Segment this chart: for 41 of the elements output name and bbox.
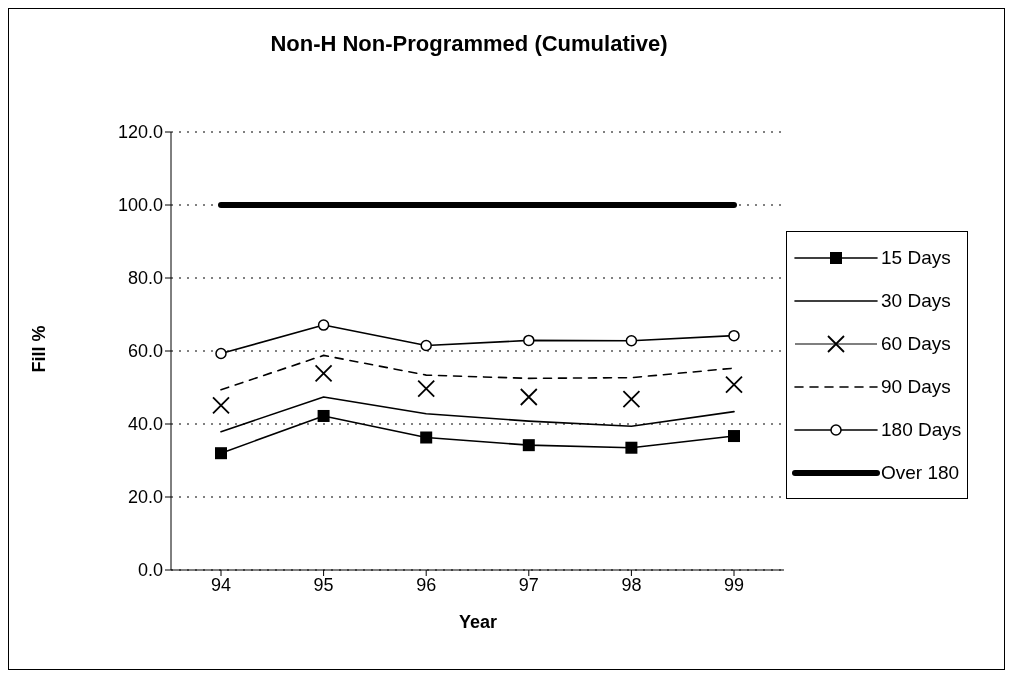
point bbox=[317, 319, 330, 331]
legend-label: 15 Days bbox=[881, 246, 951, 269]
point bbox=[519, 388, 538, 406]
point bbox=[522, 439, 535, 452]
point bbox=[417, 379, 436, 398]
x-tick-label: 96 bbox=[416, 574, 437, 595]
point bbox=[728, 329, 740, 342]
y-tick-label: 0.0 bbox=[137, 560, 163, 581]
line-series bbox=[220, 354, 735, 391]
point bbox=[215, 347, 227, 360]
legend-label: 90 Days bbox=[881, 375, 951, 398]
y-axis-title: Fill % bbox=[28, 325, 50, 373]
x-tick-label: 99 bbox=[723, 574, 745, 595]
y-tick-label: 60.0 bbox=[127, 341, 163, 362]
point bbox=[625, 441, 638, 454]
legend-label: 60 Days bbox=[881, 332, 951, 355]
point bbox=[420, 431, 433, 444]
y-tick-label: 40.0 bbox=[127, 414, 163, 435]
legend-label: 180 Days bbox=[881, 418, 962, 441]
y-tick-label: 120.0 bbox=[117, 122, 163, 143]
point bbox=[725, 375, 743, 394]
x-tick-label: 94 bbox=[210, 574, 232, 595]
point bbox=[622, 390, 641, 409]
point bbox=[420, 339, 432, 352]
point bbox=[625, 335, 638, 347]
point bbox=[314, 364, 333, 383]
x-axis-title: Year bbox=[457, 612, 498, 633]
y-tick-label: 80.0 bbox=[127, 268, 163, 289]
chart-title: Non-H Non-Programmed (Cumulative) bbox=[269, 31, 669, 57]
x-tick-label: 95 bbox=[313, 574, 334, 595]
legend-label: 30 Days bbox=[881, 289, 951, 312]
x-tick-label: 98 bbox=[621, 574, 642, 595]
point bbox=[728, 430, 740, 443]
y-tick-label: 20.0 bbox=[127, 487, 163, 508]
point bbox=[523, 334, 535, 347]
point bbox=[212, 396, 230, 415]
x-tick-label: 97 bbox=[518, 574, 539, 595]
y-tick-label: 100.0 bbox=[117, 195, 163, 216]
point bbox=[215, 447, 227, 460]
legend-label: Over 180 bbox=[881, 461, 960, 484]
point bbox=[317, 409, 330, 422]
